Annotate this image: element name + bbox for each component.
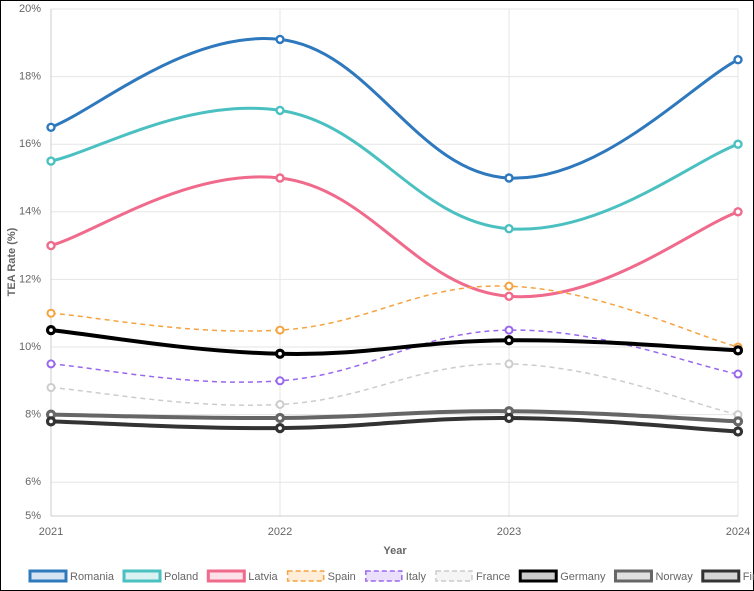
legend-label: Poland [164,571,198,583]
data-point [503,412,515,424]
series-line [50,328,739,356]
series-line [50,37,739,180]
y-tick-label: 10% [19,341,41,353]
series-line [50,409,739,424]
series-line [50,329,739,383]
data-point [274,423,286,434]
legend-swatch [435,570,473,582]
series-line [50,106,739,231]
legend-item: Romania [28,569,115,583]
data-point [275,173,285,183]
data-point [45,325,57,336]
y-tick-label: 5% [25,510,41,522]
data-point [504,173,514,183]
legend-item: Germany [518,569,606,583]
data-point [733,207,743,217]
y-tick-label: 16% [19,138,41,150]
data-point [46,359,56,369]
legend-swatch [701,569,741,583]
data-point [46,308,56,318]
data-point [732,426,744,437]
x-tick-label: 2024 [726,526,750,538]
data-point [504,359,514,369]
data-point [733,139,743,149]
legend-label: Latvia [248,571,278,583]
data-point [46,156,56,166]
y-tick-label: 8% [25,409,41,421]
legend-swatch [28,569,68,583]
legend-label: Italy [406,571,427,583]
data-point [732,345,744,356]
series-line [50,363,739,416]
data-point [504,223,514,234]
data-point [732,416,744,427]
y-tick-label: 18% [19,71,41,83]
x-tick-label: 2023 [497,526,521,538]
data-point [274,348,286,359]
legend-swatch [613,569,653,583]
y-tick-label: 14% [19,206,41,218]
data-point [733,55,743,65]
data-point [275,34,285,45]
legend-item: Spain [286,570,356,583]
y-tick-label: 6% [25,476,41,488]
legend-item: Latvia [206,569,279,583]
legend-label: Romania [70,571,115,583]
y-axis-title: TEA Rate (%) [6,227,18,296]
legend-label: Norway [655,571,693,583]
legend-swatch [518,569,558,583]
data-point [504,281,514,291]
data-point [45,416,57,427]
data-point [503,335,515,346]
data-point [275,376,285,386]
data-point [733,369,743,379]
legend-swatch [206,569,246,583]
data-point [275,399,285,409]
x-axis-title: Year [383,545,407,557]
data-point [504,325,514,335]
legend-label: France [476,571,510,583]
data-point [275,105,285,116]
x-tick-label: 2022 [268,526,292,538]
legend-swatch [286,570,325,582]
x-tick-label: 2021 [39,526,63,538]
data-point [46,240,56,251]
legend-item: Finland [701,569,754,583]
series-line [50,175,739,299]
legend-swatch [365,570,403,582]
legend-label: Spain [328,571,356,583]
legend-label: Finland [743,571,754,583]
y-tick-label: 12% [19,273,41,285]
legend-swatch [122,569,162,583]
data-point [275,325,285,335]
series-line [50,415,739,434]
data-point [46,122,56,133]
data-point [274,412,286,424]
legend-item: Italy [365,570,427,583]
legend-item: Norway [613,569,693,583]
data-point [504,291,514,301]
data-point [46,383,56,393]
legend-item: Poland [122,569,198,583]
legend-item: France [435,570,510,583]
y-tick-label: 20% [19,3,41,15]
legend-label: Germany [560,571,606,583]
legend: Romania Poland Latvia Spain Italy France Germa… [28,569,754,583]
